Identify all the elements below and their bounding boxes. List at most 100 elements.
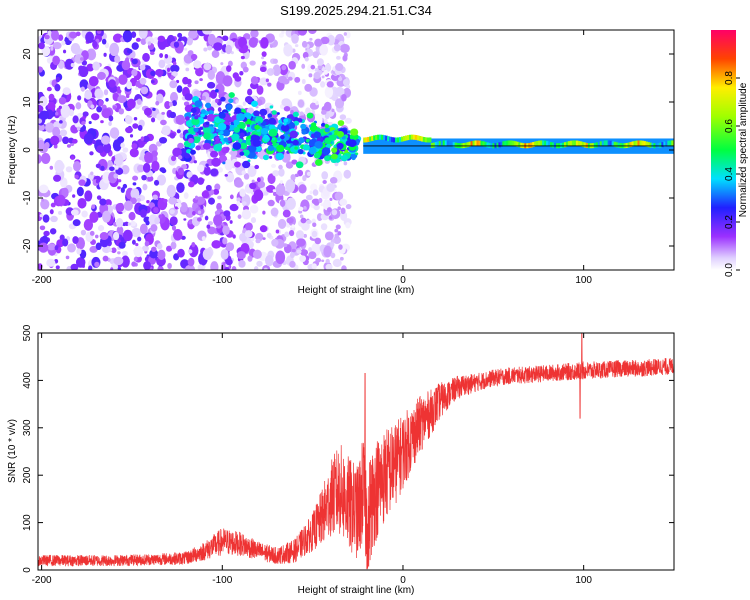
noise-blob	[225, 44, 233, 55]
noise-blob	[113, 173, 119, 179]
noise-blob	[312, 222, 317, 228]
noise-blob	[294, 76, 301, 83]
noise-blob	[272, 58, 278, 64]
noise-blob	[319, 44, 329, 56]
cluster-blob	[276, 137, 281, 141]
noise-blob	[97, 71, 106, 80]
noise-blob	[174, 206, 178, 209]
noise-blob	[283, 106, 291, 112]
noise-blob	[341, 93, 347, 102]
cluster-blob	[213, 143, 222, 152]
noise-blob	[197, 210, 202, 215]
noise-blob	[90, 171, 94, 176]
spectrogram-ylabel: Frequency (Hz)	[7, 116, 18, 185]
cluster-blob	[271, 137, 276, 141]
tone-band-cell	[452, 142, 456, 148]
noise-blob	[229, 203, 239, 212]
noise-blob	[334, 233, 339, 239]
noise-blob	[205, 184, 212, 191]
noise-blob	[164, 54, 169, 59]
cluster-blob	[210, 150, 219, 158]
cluster-blob	[200, 109, 207, 114]
tone-band-cell	[565, 141, 569, 147]
tone-band-cell	[577, 140, 581, 146]
noise-blob	[116, 226, 124, 235]
noise-blob	[242, 44, 249, 51]
noise-blob	[107, 159, 113, 167]
tone-band-cell	[430, 142, 434, 148]
tone-band-cell	[371, 135, 374, 141]
noise-blob	[179, 132, 184, 139]
noise-blob	[217, 195, 222, 200]
noise-blob	[139, 64, 146, 71]
noise-blob	[121, 255, 130, 268]
noise-blob	[62, 87, 71, 95]
noise-blob	[143, 107, 152, 116]
snr-xtick-label: 0	[400, 575, 406, 586]
noise-blob	[72, 115, 79, 124]
tone-band-cell	[402, 136, 406, 142]
tone-band-cell	[373, 135, 376, 141]
spectrogram-image	[38, 30, 674, 270]
noise-blob	[131, 261, 137, 267]
noise-blob	[70, 209, 79, 216]
noise-blob	[125, 126, 133, 134]
tone-band-cell	[440, 140, 444, 146]
cluster-blob	[305, 138, 311, 143]
noise-blob	[339, 114, 347, 121]
noise-blob	[86, 63, 95, 72]
cluster-blob	[276, 144, 285, 153]
noise-blob	[262, 237, 266, 241]
cluster-blob	[355, 152, 359, 156]
noise-blob	[254, 266, 259, 270]
snr-xtick-label: 100	[575, 575, 592, 586]
noise-blob	[98, 99, 104, 107]
noise-blob	[271, 68, 275, 73]
noise-blob	[112, 105, 117, 110]
noise-blob	[70, 263, 79, 270]
spectrogram-ytick-label: 20	[22, 48, 33, 60]
noise-blob	[197, 177, 205, 185]
noise-blob	[95, 234, 99, 239]
tone-band-cell	[629, 141, 633, 147]
noise-blob	[145, 36, 154, 45]
noise-blob	[267, 173, 276, 185]
noise-blob	[135, 242, 139, 247]
noise-blob	[204, 215, 209, 221]
cluster-blob	[271, 110, 277, 115]
noise-blob	[99, 198, 107, 206]
noise-blob	[250, 30, 259, 38]
noise-blob	[225, 172, 235, 183]
noise-blob	[142, 52, 150, 62]
noise-blob	[320, 81, 326, 88]
noise-blob	[152, 194, 158, 200]
colorbar-tick-label: 0.2	[724, 215, 735, 229]
noise-blob	[311, 263, 317, 270]
tone-band-cell	[470, 141, 474, 147]
noise-blob	[294, 44, 299, 48]
noise-blob	[275, 250, 286, 265]
noise-blob	[284, 231, 290, 238]
noise-blob	[283, 43, 293, 57]
noise-blob	[129, 134, 134, 138]
noise-blob	[83, 218, 94, 231]
tone-band-cell	[627, 142, 631, 148]
noise-blob	[265, 78, 270, 83]
noise-blob	[343, 169, 352, 179]
noise-blob	[166, 184, 176, 198]
noise-blob	[149, 51, 155, 56]
cluster-blob	[231, 133, 240, 141]
noise-blob	[179, 202, 188, 213]
noise-blob	[231, 266, 237, 270]
noise-blob	[131, 227, 141, 238]
noise-blob	[337, 76, 343, 82]
noise-blob	[281, 30, 285, 35]
cluster-blob	[330, 153, 338, 160]
noise-blob	[108, 79, 116, 88]
cluster-blob	[233, 127, 240, 133]
tone-band-cell	[508, 140, 511, 146]
noise-blob	[118, 241, 126, 249]
noise-blob	[212, 188, 220, 195]
cluster-blob	[302, 144, 310, 151]
noise-blob	[158, 59, 166, 69]
